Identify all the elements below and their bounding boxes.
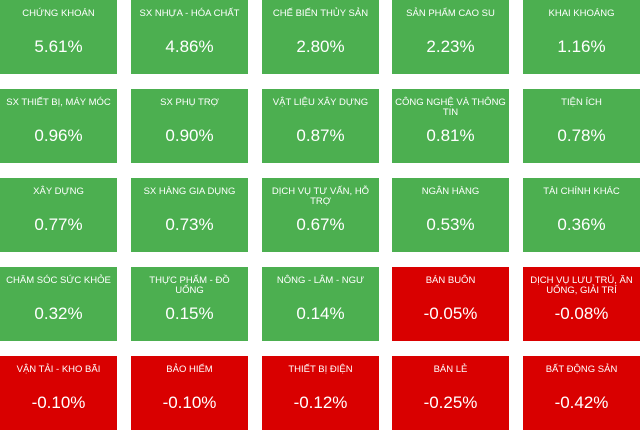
sector-name: CHĂM SÓC SỨC KHỎE xyxy=(6,275,111,286)
sector-tile: NGÂN HÀNG 0.53% xyxy=(392,178,509,252)
sector-change: 4.86% xyxy=(165,37,214,56)
sector-tile: CHỨNG KHOÁN 5.61% xyxy=(0,0,117,74)
sector-name: BẢO HIỂM xyxy=(166,364,213,375)
sector-name: KHAI KHOÁNG xyxy=(548,8,615,19)
sector-name: BÁN BUÔN xyxy=(425,275,476,286)
sector-name: NGÂN HÀNG xyxy=(421,186,480,197)
sector-name: TIỆN ÍCH xyxy=(561,97,602,108)
sector-change: 0.90% xyxy=(165,126,214,145)
sector-change: -0.42% xyxy=(554,393,609,412)
sector-change: 0.81% xyxy=(426,126,475,145)
sector-change: 5.61% xyxy=(34,37,83,56)
sector-tile: SX HÀNG GIA DỤNG 0.73% xyxy=(131,178,248,252)
sector-name: CHỨNG KHOÁN xyxy=(22,8,95,19)
sector-name: THIẾT BỊ ĐIỆN xyxy=(288,364,353,375)
sector-name: CHẾ BIẾN THỦY SẢN xyxy=(272,8,369,19)
sector-tile: SẢN PHẨM CAO SU 2.23% xyxy=(392,0,509,74)
sector-name: CÔNG NGHỆ VÀ THÔNG TIN xyxy=(395,97,506,118)
sector-tile: SX PHỤ TRỢ 0.90% xyxy=(131,89,248,163)
sector-change: 0.78% xyxy=(557,126,606,145)
sector-change: 0.96% xyxy=(34,126,83,145)
sector-change: 1.16% xyxy=(557,37,606,56)
sector-tile: XÂY DỰNG 0.77% xyxy=(0,178,117,252)
sector-tile: BẢO HIỂM -0.10% xyxy=(131,356,248,430)
sector-name: DỊCH VỤ LƯU TRÚ, ĂN UỐNG, GIẢI TRÍ xyxy=(530,275,633,296)
sector-name: BÁN LẺ xyxy=(433,364,468,375)
sector-name: XÂY DỰNG xyxy=(33,186,84,197)
sector-change: 0.67% xyxy=(296,215,345,234)
sector-tile: BẤT ĐỘNG SẢN -0.42% xyxy=(523,356,640,430)
sector-change: -0.05% xyxy=(423,304,478,323)
sector-change: -0.25% xyxy=(423,393,478,412)
sector-change: 0.36% xyxy=(557,215,606,234)
sector-change: -0.10% xyxy=(162,393,217,412)
sector-tile: CHĂM SÓC SỨC KHỎE 0.32% xyxy=(0,267,117,341)
sector-change: 2.23% xyxy=(426,37,475,56)
sector-change: 0.14% xyxy=(296,304,345,323)
sector-change: 0.15% xyxy=(165,304,214,323)
sector-tile: DỊCH VỤ TƯ VẤN, HỖ TRỢ 0.67% xyxy=(262,178,379,252)
sector-tile: VẬN TẢI - KHO BÃI -0.10% xyxy=(0,356,117,430)
sector-name: VẬT LIỆU XÂY DỰNG xyxy=(272,97,369,108)
sector-name: SX HÀNG GIA DỤNG xyxy=(143,186,236,197)
sector-change: 0.77% xyxy=(34,215,83,234)
sector-change: -0.08% xyxy=(554,304,609,323)
sector-name: BẤT ĐỘNG SẢN xyxy=(545,364,618,375)
sector-name: SX NHỰA - HÓA CHẤT xyxy=(139,8,240,19)
sector-change: 0.73% xyxy=(165,215,214,234)
sector-tile: KHAI KHOÁNG 1.16% xyxy=(523,0,640,74)
sector-name: SẢN PHẨM CAO SU xyxy=(406,8,495,19)
sector-tile: SX NHỰA - HÓA CHẤT 4.86% xyxy=(131,0,248,74)
sector-change: 0.32% xyxy=(34,304,83,323)
sector-tile: TÀI CHÍNH KHÁC 0.36% xyxy=(523,178,640,252)
sector-name: THỰC PHẨM - ĐỒ UỐNG xyxy=(149,275,230,296)
sector-tile: SX THIẾT BỊ, MÁY MÓC 0.96% xyxy=(0,89,117,163)
sector-change: 0.53% xyxy=(426,215,475,234)
sector-name: DỊCH VỤ TƯ VẤN, HỖ TRỢ xyxy=(271,186,370,207)
sector-change: -0.12% xyxy=(293,393,348,412)
sector-change: 0.87% xyxy=(296,126,345,145)
sector-change: -0.10% xyxy=(31,393,86,412)
sector-name: NÔNG - LÂM - NGƯ xyxy=(276,275,365,286)
sector-name: SX PHỤ TRỢ xyxy=(160,97,219,108)
sector-tile: BÁN LẺ -0.25% xyxy=(392,356,509,430)
sector-name: VẬN TẢI - KHO BÃI xyxy=(16,364,101,375)
sector-tile: VẬT LIỆU XÂY DỰNG 0.87% xyxy=(262,89,379,163)
sector-tile: CHẾ BIẾN THỦY SẢN 2.80% xyxy=(262,0,379,74)
sector-change: 2.80% xyxy=(296,37,345,56)
sector-name: SX THIẾT BỊ, MÁY MÓC xyxy=(6,97,111,108)
sector-tile: BÁN BUÔN -0.05% xyxy=(392,267,509,341)
sector-tile: TIỆN ÍCH 0.78% xyxy=(523,89,640,163)
sector-tile: THIẾT BỊ ĐIỆN -0.12% xyxy=(262,356,379,430)
sector-tile: DỊCH VỤ LƯU TRÚ, ĂN UỐNG, GIẢI TRÍ -0.08% xyxy=(523,267,640,341)
sector-tile: CÔNG NGHỆ VÀ THÔNG TIN 0.81% xyxy=(392,89,509,163)
sector-tile: NÔNG - LÂM - NGƯ 0.14% xyxy=(262,267,379,341)
sector-tile: THỰC PHẨM - ĐỒ UỐNG 0.15% xyxy=(131,267,248,341)
sector-name: TÀI CHÍNH KHÁC xyxy=(543,186,620,197)
